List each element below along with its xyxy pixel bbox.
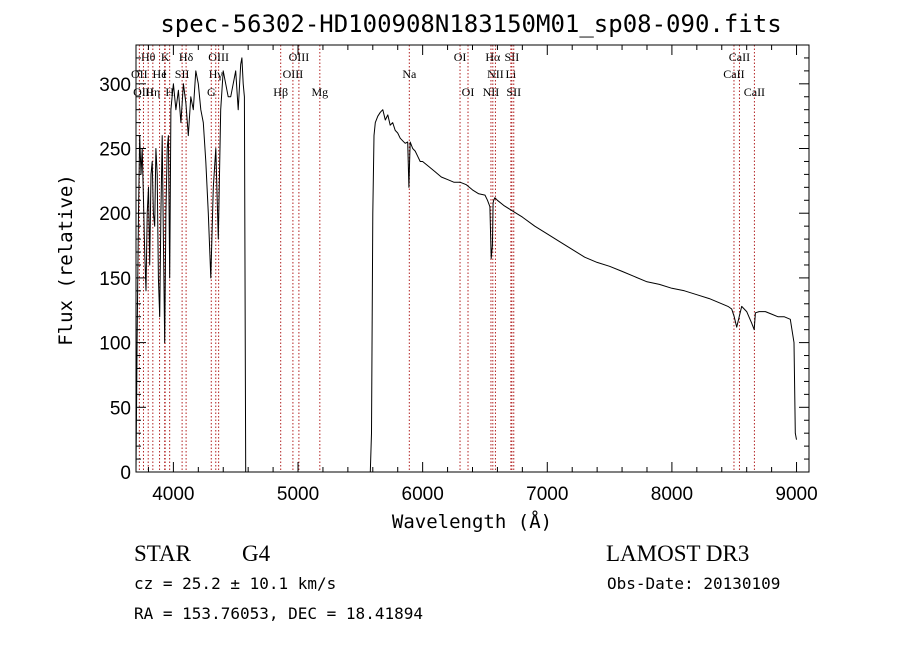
y-tick-label: 50 [110, 398, 131, 419]
marker-label: Hα [485, 50, 501, 64]
marker-label: Hη [145, 85, 160, 99]
marker-label: Hβ [273, 85, 288, 99]
y-axis-label: Flux (relative) [55, 174, 77, 346]
y-tick-label: 100 [99, 334, 131, 355]
marker-label: OI [454, 50, 467, 64]
emission-line-markers: HθOIIOIIIHηKHeIHHδSIIOIIIHγGOIIIOIIIHβMg… [131, 45, 765, 472]
marker-label: SII [506, 85, 521, 99]
marker-label: OIII [208, 50, 229, 64]
x-tick-label: 5000 [277, 484, 319, 505]
y-tick-label: 300 [99, 75, 131, 96]
x-tick-label: 7000 [526, 484, 568, 505]
marker-label: H [165, 85, 174, 99]
marker-label: NII [483, 85, 500, 99]
marker-label: Mg [311, 85, 328, 99]
spectrum-series [135, 57, 797, 473]
marker-label: Na [402, 67, 417, 81]
y-axis-ticks: 0 50 100 150 200 250 300 [99, 57, 809, 484]
survey-name: LAMOST DR3 [606, 541, 749, 566]
marker-label: Hγ [209, 67, 224, 81]
y-tick-label: 0 [120, 463, 131, 484]
marker-label: CaII [744, 85, 765, 99]
chart-title: spec-56302-HD100908N183150M01_sp08-090.f… [160, 10, 781, 38]
marker-label: SII [175, 67, 190, 81]
marker-label: OIII [289, 50, 310, 64]
observation-date: Obs-Date: 20130109 [607, 574, 780, 593]
y-tick-label: 200 [99, 204, 131, 225]
marker-label: OIII [283, 67, 304, 81]
x-tick-label: 4000 [152, 484, 194, 505]
marker-label: SII [505, 50, 520, 64]
marker-label: OI [462, 85, 475, 99]
marker-label: Hθ [141, 50, 156, 64]
marker-label: CaII [729, 50, 750, 64]
y-tick-label: 250 [99, 140, 131, 161]
marker-label: He [153, 67, 167, 81]
coordinates: RA = 153.76053, DEC = 18.41894 [134, 604, 423, 623]
marker-label: K [161, 50, 170, 64]
x-tick-label: 6000 [402, 484, 444, 505]
redshift-velocity: cz = 25.2 ± 10.1 km/s [134, 574, 336, 593]
marker-label: G [207, 85, 216, 99]
marker-label: CaII [723, 67, 744, 81]
plot-frame [135, 44, 810, 473]
marker-label: Li [506, 67, 517, 81]
object-subclass: G4 [242, 541, 271, 566]
marker-label: OII [131, 67, 148, 81]
marker-label: I [163, 67, 167, 81]
x-axis-ticks: 4000 5000 6000 7000 8000 9000 [147, 45, 818, 505]
x-tick-label: 8000 [651, 484, 693, 505]
spectrum-line [135, 57, 797, 473]
x-tick-label: 9000 [775, 484, 817, 505]
y-tick-label: 150 [99, 269, 131, 290]
marker-label: Hδ [179, 50, 194, 64]
object-class: STAR [134, 541, 192, 566]
x-axis-label: Wavelength (Å) [392, 510, 552, 533]
marker-label: OIII [133, 85, 154, 99]
marker-label: NII [487, 67, 504, 81]
